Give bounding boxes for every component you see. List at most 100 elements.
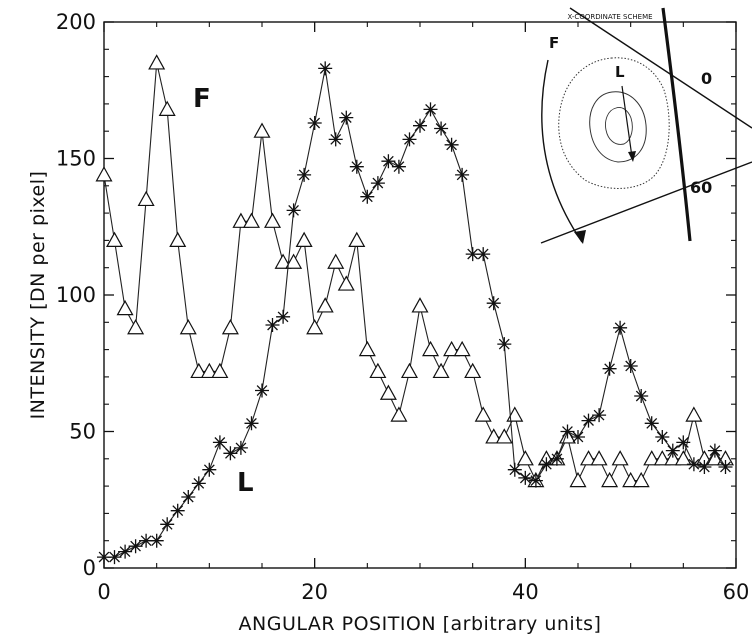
data-point-triangle: [285, 253, 303, 269]
data-point-asterisk: [97, 550, 111, 565]
data-point-triangle: [464, 362, 482, 379]
series-l: [97, 61, 733, 565]
annotation-l: L: [237, 468, 254, 498]
data-point-asterisk: [170, 503, 185, 518]
data-point-asterisk: [107, 550, 122, 565]
data-point-triangle: [116, 299, 134, 316]
data-point-asterisk: [665, 443, 680, 458]
x-tick-label: 60: [723, 580, 750, 604]
data-point-triangle: [137, 190, 155, 207]
data-point-asterisk: [539, 457, 554, 472]
data-point-triangle: [506, 406, 524, 422]
data-point-asterisk: [191, 476, 206, 491]
data-point-triangle: [306, 319, 324, 335]
y-tick-label: 150: [56, 147, 96, 171]
data-point-asterisk: [370, 176, 385, 191]
data-point-asterisk: [360, 189, 375, 204]
data-point-asterisk: [212, 435, 227, 450]
data-point-triangle: [158, 100, 176, 116]
data-point-asterisk: [265, 318, 280, 332]
data-point-triangle: [106, 231, 124, 247]
data-point-triangle: [127, 319, 145, 335]
data-point-asterisk: [644, 416, 659, 431]
data-point-asterisk: [549, 451, 564, 466]
data-point-asterisk: [465, 247, 480, 262]
inset-ray-lower: [540, 161, 752, 244]
data-point-asterisk: [602, 361, 617, 376]
y-tick-label: 50: [69, 420, 96, 444]
data-point-triangle: [253, 122, 271, 138]
data-point-asterisk: [297, 167, 312, 182]
inset-label-0: 0: [701, 69, 712, 88]
data-point-asterisk: [328, 132, 343, 147]
y-tick-label: 200: [56, 10, 96, 34]
data-point-asterisk: [149, 533, 164, 548]
data-point-triangle: [242, 212, 260, 228]
data-point-asterisk: [423, 102, 438, 117]
inset-caption: X-COORDINATE SCHEME: [567, 13, 652, 21]
data-point-triangle: [295, 231, 313, 247]
data-point-asterisk: [676, 435, 691, 450]
data-point-triangle: [327, 253, 345, 269]
data-point-asterisk: [276, 309, 291, 324]
data-point-asterisk: [223, 446, 238, 461]
series-f: [95, 54, 734, 488]
inset-path-arrow: [621, 85, 633, 158]
data-point-asterisk: [413, 118, 427, 133]
data-point-asterisk: [339, 110, 354, 125]
inset-ray-upper: [569, 7, 752, 129]
data-point-asterisk: [233, 440, 248, 455]
data-point-asterisk: [381, 154, 396, 169]
data-point-triangle: [422, 340, 440, 357]
data-point-asterisk: [718, 460, 733, 474]
data-point-asterisk: [391, 159, 406, 174]
x-tick-label: 0: [97, 580, 110, 604]
data-point-triangle: [664, 450, 682, 466]
data-point-triangle: [232, 212, 250, 228]
data-point-asterisk: [244, 416, 259, 431]
data-point-triangle: [674, 450, 692, 466]
data-point-triangle: [411, 297, 429, 313]
data-point-asterisk: [486, 296, 501, 311]
data-point-triangle: [369, 362, 387, 379]
data-point-triangle: [485, 428, 503, 444]
data-point-asterisk: [318, 61, 333, 76]
data-point-asterisk: [655, 430, 670, 444]
data-point-triangle: [432, 362, 450, 379]
data-point-triangle: [179, 319, 197, 335]
data-point-triangle: [622, 471, 640, 488]
data-point-triangle: [706, 450, 724, 466]
data-point-triangle: [453, 340, 471, 357]
y-axis-label: INTENSITY [DN per pixel]: [27, 171, 49, 420]
data-point-asterisk: [592, 408, 607, 423]
inset-label-l: L: [615, 63, 625, 81]
inset-coordinate-scheme: X-COORDINATE SCHEME F L 0 60: [540, 7, 752, 244]
data-point-triangle: [632, 471, 650, 488]
data-point-triangle: [379, 384, 397, 400]
data-point-triangle: [264, 212, 282, 228]
data-point-asterisk: [581, 413, 596, 428]
data-point-asterisk: [613, 320, 628, 335]
data-point-asterisk: [528, 473, 543, 488]
data-point-triangle: [590, 450, 608, 466]
data-point-asterisk: [402, 132, 417, 147]
inset-label-60: 60: [690, 178, 712, 197]
data-point-triangle: [653, 450, 671, 466]
data-point-asterisk: [634, 389, 649, 403]
data-point-asterisk: [707, 443, 722, 458]
data-point-asterisk: [160, 517, 175, 532]
data-point-triangle: [643, 450, 661, 466]
data-point-asterisk: [434, 121, 449, 136]
data-point-asterisk: [686, 457, 701, 472]
y-tick-label: 0: [83, 556, 96, 580]
data-point-asterisk: [286, 203, 301, 218]
data-point-asterisk: [476, 247, 491, 262]
data-point-asterisk: [507, 462, 522, 477]
inset-core-contour: [605, 107, 633, 145]
data-point-asterisk: [518, 470, 533, 485]
data-point-triangle: [390, 406, 408, 422]
data-point-triangle: [274, 253, 292, 269]
data-point-triangle: [358, 340, 376, 357]
inset-angle-arc: [541, 59, 583, 243]
data-point-triangle: [211, 362, 229, 379]
